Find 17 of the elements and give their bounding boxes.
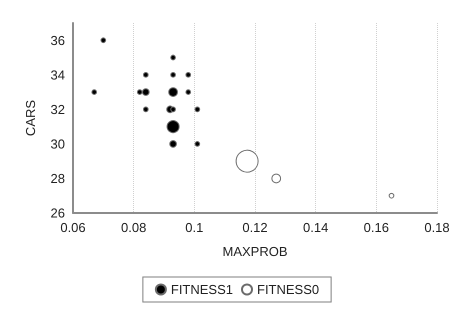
x-tick-label: 0.16 <box>364 220 389 235</box>
x-tick-label: 0.08 <box>121 220 146 235</box>
x-tick-label: 0.06 <box>60 220 86 235</box>
y-tick-label: 34 <box>50 67 65 82</box>
x-tick-label: 0.1 <box>185 220 204 235</box>
y-tick-label: 32 <box>50 102 65 117</box>
x-tick-label: 0.12 <box>242 220 268 235</box>
y-tick-label: 28 <box>50 170 65 186</box>
y-tick-label: 30 <box>50 136 65 152</box>
legend-label: FITNESS1 <box>170 282 233 297</box>
y-tick-label: 26 <box>50 206 65 220</box>
y-tick-label: 36 <box>50 32 65 48</box>
x-tick-label: 0.14 <box>303 220 328 235</box>
y-axis-title: CARS <box>23 100 38 136</box>
x-axis-title: MAXPROB <box>222 244 288 259</box>
legend-label: FITNESS0 <box>257 282 320 297</box>
x-tick-label: 0.18 <box>424 220 450 235</box>
